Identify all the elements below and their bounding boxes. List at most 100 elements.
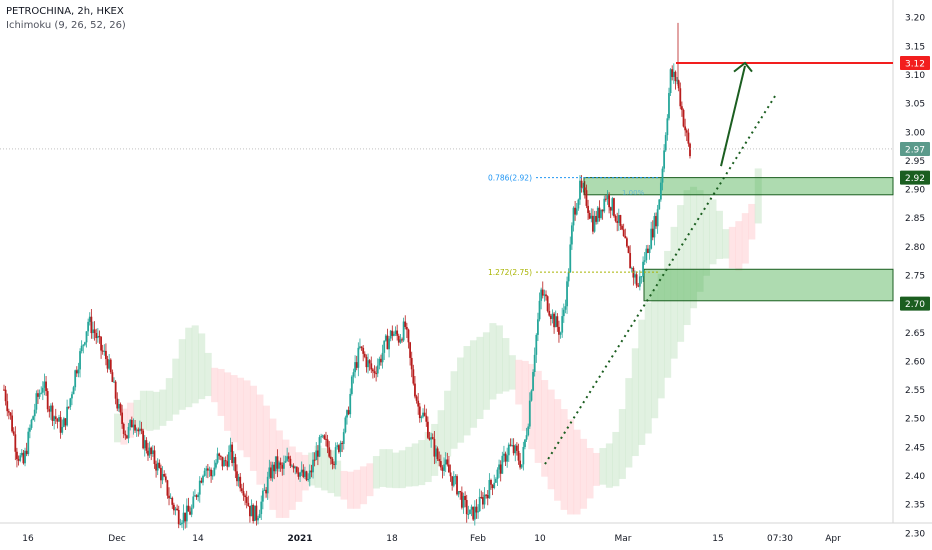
candle-body [475, 506, 478, 513]
cloud-segment [489, 323, 497, 400]
candle-body [274, 456, 277, 472]
candle-body [402, 321, 405, 341]
candle-body [549, 315, 552, 319]
candle-body [249, 505, 251, 517]
candle-body [428, 437, 431, 440]
y-tick-label: 2.85 [905, 214, 925, 224]
candle-body [663, 150, 666, 169]
candle-body [85, 331, 88, 343]
candle-body [321, 435, 324, 437]
cloud-segment [631, 348, 639, 457]
x-tick-label: 2021 [287, 534, 312, 544]
candle-body [219, 455, 222, 457]
candle-body [569, 244, 572, 273]
candle-body [95, 333, 98, 339]
cloud-segment [457, 357, 465, 443]
candle-body [451, 476, 454, 486]
candle-body [6, 401, 9, 412]
cloud-segment [735, 221, 743, 271]
candle-body [273, 464, 276, 472]
candle-body [614, 215, 617, 221]
price-axis: 3.20 3.15 3.10 3.05 3.00 2.95 2.90 2.85 2.80 2.75… [900, 14, 930, 539]
candle-body [341, 442, 344, 444]
cloud-segment [618, 409, 626, 479]
candle-body [227, 452, 230, 467]
candle-body [562, 309, 565, 317]
candle-body [181, 522, 183, 525]
cloud-segment [334, 460, 342, 497]
price-label-box [900, 296, 930, 311]
fib-level-label: 1.272(2.75) [488, 268, 532, 277]
candle-body [90, 316, 93, 334]
candle-body [370, 363, 373, 370]
candle-body [572, 207, 575, 226]
candle-body [347, 410, 350, 415]
candle-body [436, 448, 439, 460]
y-tick-label: 3.00 [905, 128, 925, 138]
candle-body [391, 330, 394, 336]
candle-body [119, 404, 122, 413]
candle-body [561, 316, 564, 333]
candle-body [17, 459, 20, 461]
candle-body [342, 432, 345, 444]
x-tick-label: 15 [712, 534, 723, 544]
candle-body [482, 497, 484, 505]
candle-body [216, 453, 219, 463]
candle-body [556, 316, 559, 327]
candle-body [462, 495, 465, 508]
y-tick-label: 2.80 [905, 243, 925, 253]
cloud-segment [178, 339, 186, 410]
cloud-segment [217, 368, 225, 416]
candle-body [603, 198, 606, 212]
candle-body [677, 80, 680, 89]
candle-body [418, 406, 421, 419]
cloud-segment [579, 438, 588, 509]
candle-body [619, 215, 622, 226]
cloud-segment [444, 390, 452, 457]
candle-body [77, 369, 80, 374]
support-zone [643, 268, 894, 302]
candle-body [666, 118, 669, 136]
candle-body [160, 467, 162, 481]
cloud-segment [612, 431, 620, 487]
y-tick-label: 3.15 [905, 42, 925, 52]
candle-body [71, 394, 73, 399]
candle-body [376, 365, 379, 374]
candle-body [236, 471, 238, 482]
candle-body [294, 466, 297, 469]
candle-body [161, 474, 164, 481]
candle-body [206, 468, 209, 471]
candle-body [129, 419, 132, 427]
candle-body [20, 452, 23, 456]
candle-body [266, 476, 269, 494]
cloud-segment [437, 410, 445, 467]
candle-body [334, 447, 337, 465]
candle-body [632, 267, 635, 278]
candle-body [134, 424, 136, 431]
candle-body [127, 426, 130, 439]
grid [0, 0, 932, 524]
y-tick-label: 2.60 [905, 357, 925, 367]
candle-body [592, 215, 594, 232]
candle-body [3, 389, 5, 391]
candle-body [253, 505, 256, 522]
candle-body [203, 470, 206, 476]
candle-body [237, 476, 240, 482]
cloud-segment [683, 190, 691, 326]
candle-body [575, 208, 578, 215]
candle-body [310, 470, 313, 473]
candle-body [304, 471, 306, 477]
candle-body [35, 393, 38, 410]
candle-body [4, 389, 7, 402]
candle-body [329, 456, 332, 459]
candle-body [313, 459, 316, 461]
candle-body [533, 354, 536, 372]
cloud-segment [722, 229, 730, 259]
candle-body [140, 428, 143, 431]
candle-body [14, 434, 17, 452]
candle-body [540, 289, 543, 301]
candle-body [223, 460, 225, 467]
y-tick-label: 2.65 [905, 329, 925, 339]
candle-body [255, 505, 258, 521]
